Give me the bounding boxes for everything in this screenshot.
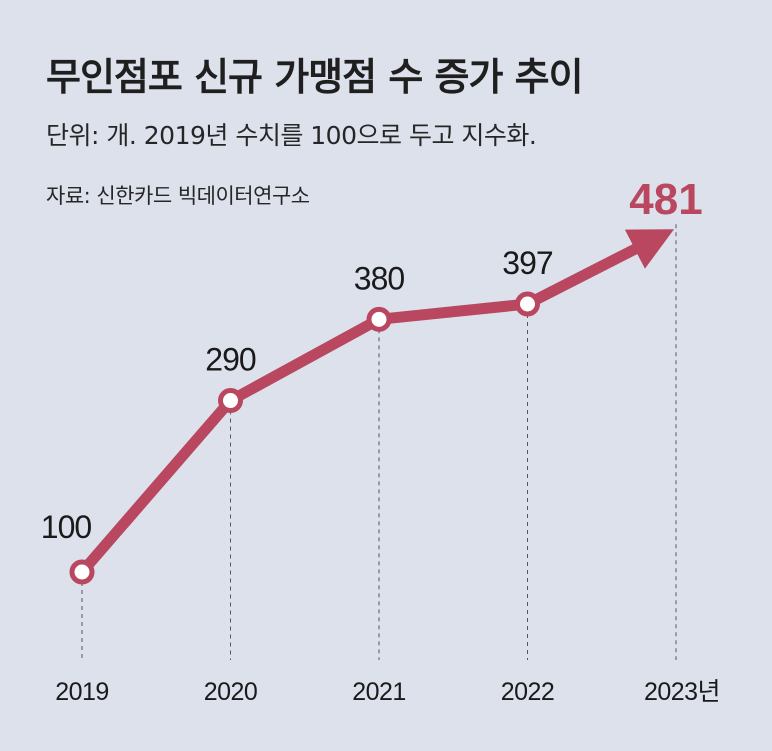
x-tick-label: 2023년 [644, 678, 720, 706]
x-tick-label: 2021 [352, 678, 406, 706]
data-point [69, 559, 95, 585]
data-label: 397 [502, 245, 553, 281]
x-tick-label: 2020 [204, 678, 258, 706]
chart-title: 무인점포 신규 가맹점 수 증가 추이 [46, 55, 584, 99]
series-line [76, 298, 533, 578]
x-tick-label: 2022 [501, 678, 555, 706]
series-arrow [522, 229, 675, 310]
data-point [218, 388, 243, 414]
data-point [515, 291, 540, 317]
data-label: 380 [354, 260, 405, 296]
x-tick-label: 2019 [55, 678, 109, 706]
data-label: 290 [205, 342, 256, 378]
chart-source: 자료: 신한카드 빅데이터연구소 [46, 184, 310, 208]
data-label: 100 [41, 509, 92, 545]
data-label-highlight: 481 [629, 175, 702, 224]
data-point [366, 306, 392, 332]
chart-subtitle: 단위: 개. 2019년 수치를 100으로 두고 지수화. [46, 121, 537, 150]
